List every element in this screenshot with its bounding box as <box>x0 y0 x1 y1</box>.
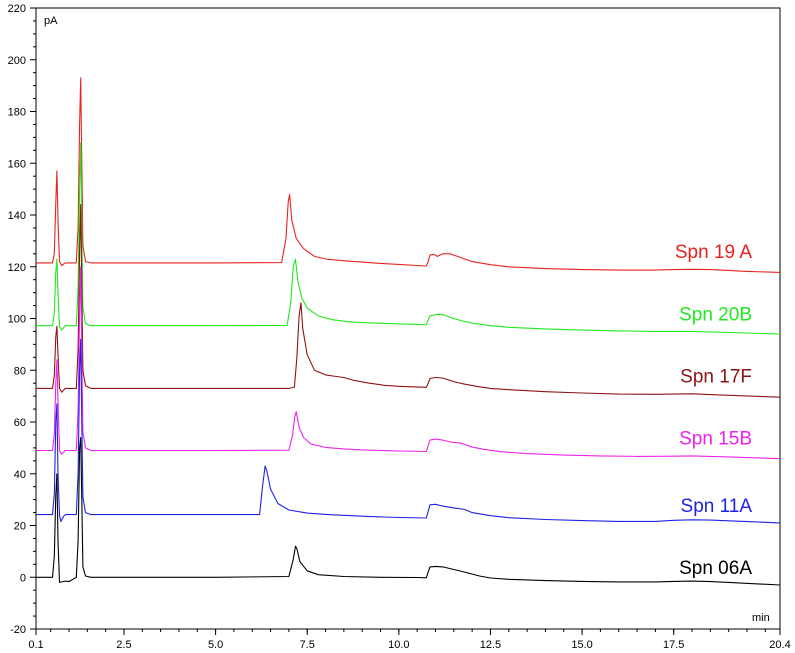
x-tick-label: 20.4 <box>769 639 790 651</box>
series-line <box>36 266 781 460</box>
series-label: Spn 17F <box>680 366 752 387</box>
series-line <box>36 142 781 335</box>
y-axis-unit: pA <box>44 15 58 27</box>
y-tick-label: 120 <box>8 262 26 274</box>
y-tick-label: 160 <box>8 158 26 170</box>
y-axis: -20 0 20 40 60 80 100 120 140 160 180 200 220 <box>8 3 36 636</box>
x-tick-label: 2.5 <box>116 639 131 651</box>
y-tick-label: 180 <box>8 107 26 119</box>
series-line <box>36 204 781 398</box>
x-axis: 0.1 2.5 5.0 7.5 10.0 12.5 15.0 17.5 20.4 <box>28 629 791 651</box>
x-tick-label: 5.0 <box>208 639 223 651</box>
plot-frame <box>35 7 781 630</box>
series-label: Spn 11A <box>681 496 753 517</box>
series-label: Spn 15B <box>679 429 752 450</box>
x-tick-label: 10.0 <box>388 639 409 651</box>
series-line <box>36 338 781 524</box>
y-tick-label: 0 <box>20 572 26 584</box>
y-tick-label: 140 <box>8 210 26 222</box>
y-tick-label: 220 <box>8 3 26 15</box>
x-tick-label: 15.0 <box>571 639 592 651</box>
x-tick-label: 12.5 <box>480 639 501 651</box>
y-tick-label: 20 <box>14 521 26 533</box>
series-label: Spn 06A <box>679 558 752 579</box>
series-labels: Spn 19 A Spn 20B Spn 17F Spn 15B Spn 11A Spn … <box>675 242 752 579</box>
y-tick-label: -20 <box>10 624 26 636</box>
x-tick-label: 17.5 <box>663 639 684 651</box>
x-tick-label: 7.5 <box>300 639 315 651</box>
y-tick-label: 60 <box>14 417 26 429</box>
series-label: Spn 19 A <box>675 242 752 263</box>
y-tick-label: 100 <box>8 314 26 326</box>
series-line <box>36 77 781 273</box>
series-label: Spn 20B <box>679 304 752 325</box>
series-line <box>36 436 781 586</box>
x-tick-label: 0.1 <box>28 639 43 651</box>
series-group <box>36 77 781 586</box>
y-tick-label: 200 <box>8 55 26 67</box>
y-tick-label: 80 <box>14 365 26 377</box>
x-axis-unit: min <box>752 612 770 624</box>
y-tick-label: 40 <box>14 469 26 481</box>
